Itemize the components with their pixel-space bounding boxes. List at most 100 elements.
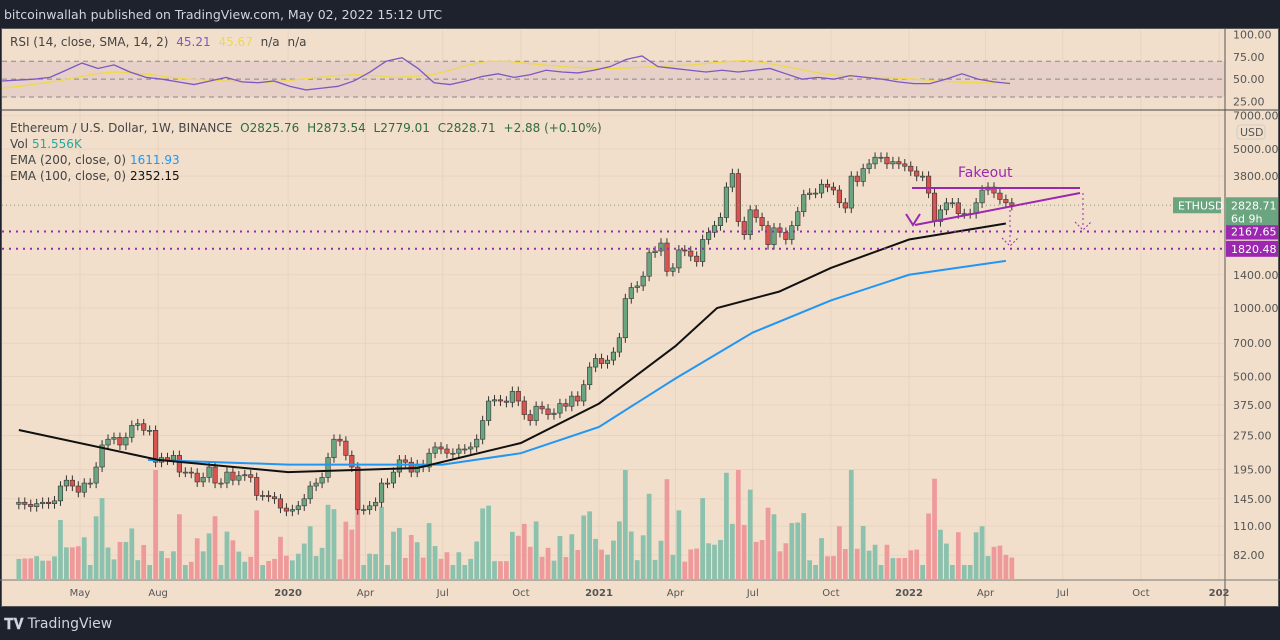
- candle-body: [735, 173, 741, 222]
- chart-frame[interactable]: [1, 28, 1279, 607]
- volume-bar: [515, 535, 521, 580]
- volume-bar: [700, 498, 706, 580]
- candle-body: [890, 161, 896, 165]
- volume-bar: [301, 543, 307, 580]
- time-tick-label: Oct: [512, 588, 529, 599]
- candle-body: [943, 202, 949, 211]
- volume-bar: [646, 493, 652, 580]
- candle-body: [515, 391, 521, 402]
- candle-body: [170, 455, 176, 461]
- volume-bar: [854, 548, 860, 580]
- candle-body: [593, 358, 599, 368]
- price-tick-label: 195.00: [1233, 464, 1272, 477]
- last-price-label: 2828.71: [1231, 199, 1277, 212]
- candle-body: [34, 503, 40, 507]
- rsi-tick-label: 25.00: [1233, 96, 1265, 109]
- volume-bar: [16, 558, 22, 580]
- volume-bar: [52, 556, 57, 580]
- candle-body: [242, 474, 248, 477]
- volume-bar: [248, 556, 254, 580]
- volume-bar: [825, 556, 830, 580]
- ohlc-open: O2825.76: [240, 121, 300, 135]
- volume-bar: [75, 546, 81, 580]
- volume-bar: [533, 521, 539, 580]
- volume-bar: [177, 514, 182, 580]
- candle-body: [860, 168, 866, 182]
- volume-bar: [22, 558, 28, 580]
- symbol-label[interactable]: Ethereum / U.S. Dollar, 1W, BINANCE: [10, 121, 233, 135]
- candle-body: [367, 505, 373, 510]
- volume-bar: [563, 556, 569, 580]
- candle-body: [194, 472, 200, 483]
- candle-body: [99, 444, 105, 468]
- ohlc-low: L2779.01: [373, 121, 430, 135]
- candle-body: [949, 202, 955, 205]
- candle-body: [224, 471, 230, 484]
- candle-body: [497, 399, 504, 402]
- candle-body: [176, 455, 182, 473]
- brand-name[interactable]: TradingView: [27, 616, 113, 632]
- candle-body: [69, 479, 75, 487]
- volume-bar: [747, 489, 753, 580]
- volume-bar: [40, 560, 46, 580]
- volume-bar: [165, 558, 170, 580]
- volume-bar: [414, 542, 420, 580]
- candle-body: [117, 437, 123, 446]
- volume-bar: [706, 543, 711, 580]
- symbol-tag-label: ETHUSD: [1178, 199, 1223, 212]
- candle-body: [545, 408, 551, 415]
- candle-body: [266, 495, 272, 498]
- volume-bar: [902, 557, 908, 580]
- candle-body: [16, 501, 22, 505]
- candle-body: [896, 161, 902, 165]
- volume-bar: [87, 565, 93, 580]
- volume-bar: [759, 539, 765, 580]
- volume-bar: [420, 557, 426, 580]
- candle-body: [539, 405, 545, 410]
- candle-body: [551, 412, 557, 415]
- volume-bar: [135, 560, 141, 580]
- candle-body: [444, 448, 450, 454]
- candle-body: [105, 438, 111, 446]
- volume-bar: [28, 558, 34, 580]
- volume-bar: [926, 513, 931, 580]
- volume-bar: [34, 556, 40, 580]
- rsi-sma-value: 45.67: [218, 35, 253, 49]
- volume-bar: [521, 523, 527, 580]
- volume-bar: [272, 558, 277, 580]
- volume-bar: [944, 543, 949, 580]
- ema100-value: 2352.15: [130, 169, 180, 183]
- volume-bar: [985, 556, 991, 580]
- candle-body: [230, 471, 236, 481]
- candle-body: [390, 471, 396, 484]
- volume-bar: [848, 470, 854, 580]
- price-tick-label: 500.00: [1233, 370, 1272, 383]
- time-tick-label: 2020: [274, 588, 302, 599]
- candle-body: [1003, 199, 1009, 204]
- volume-bar: [795, 522, 801, 580]
- level-price-tag: [1226, 223, 1278, 240]
- volume-bar: [81, 537, 87, 580]
- ema100-label: EMA (100, close, 0): [10, 169, 127, 183]
- volume-bar: [426, 523, 432, 580]
- volume-bar: [932, 478, 937, 580]
- ohlc-high: H2873.54: [307, 121, 366, 135]
- volume-bar: [605, 554, 610, 580]
- candle-body: [438, 446, 444, 450]
- candle-body: [361, 509, 367, 511]
- candle-body: [997, 192, 1003, 200]
- candle-body: [248, 474, 254, 478]
- volume-bar: [230, 540, 236, 580]
- vol-value: 51.556K: [31, 137, 82, 151]
- rsi-na-2: n/a: [287, 35, 307, 49]
- volume-bar: [896, 558, 902, 580]
- candle-body: [295, 505, 301, 510]
- time-tick-label: Apr: [667, 588, 685, 599]
- time-tick-label: 202: [1209, 588, 1230, 599]
- volume-bar: [955, 532, 961, 580]
- candle-body: [706, 232, 712, 240]
- volume-bar: [456, 552, 462, 580]
- volume-bar: [813, 565, 818, 580]
- price-tick-label: 3800.00: [1233, 170, 1279, 183]
